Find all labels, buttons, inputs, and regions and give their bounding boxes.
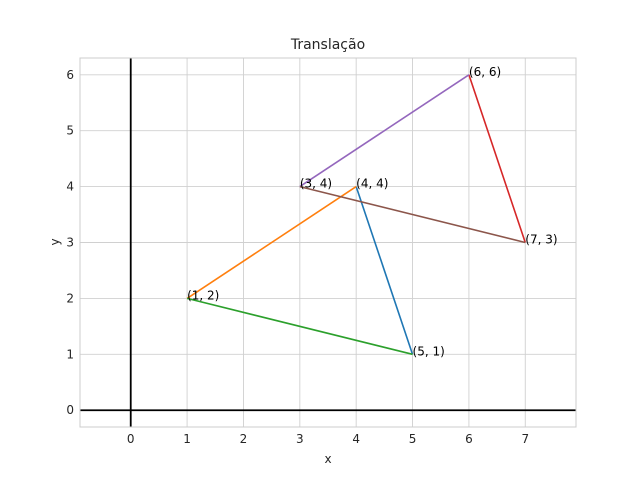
- point-label: (6, 6): [469, 65, 501, 79]
- y-tick-label: 5: [66, 124, 74, 138]
- zero-axes: [80, 58, 576, 427]
- series-line-1: [186, 185, 357, 300]
- y-axis-label: y: [48, 238, 62, 245]
- x-tick-label: 3: [296, 432, 304, 446]
- series-line-3: [468, 74, 527, 243]
- x-tick-label: 4: [352, 432, 360, 446]
- series-group: [186, 74, 527, 356]
- y-tick-label: 4: [66, 180, 74, 194]
- series-line-5: [299, 185, 526, 244]
- series-line-2: [186, 297, 413, 356]
- x-axis-label: x: [324, 452, 331, 466]
- y-tick-label: 3: [66, 236, 74, 250]
- x-tick-label: 0: [127, 432, 135, 446]
- point-labels: (4, 4) (5, 1) (1, 2) (6, 6) (7, 3) (3, 4): [187, 65, 557, 359]
- chart-title: Translação: [290, 37, 365, 53]
- y-tick-label: 6: [66, 68, 74, 82]
- series-line-0: [355, 186, 414, 355]
- x-tick-labels: 0 1 2 3 4 5 6 7: [127, 432, 529, 446]
- point-label: (3, 4): [300, 177, 332, 191]
- point-label: (7, 3): [525, 233, 557, 247]
- point-label: (5, 1): [413, 344, 445, 358]
- x-tick-label: 7: [521, 432, 529, 446]
- point-label: (4, 4): [356, 177, 388, 191]
- series-line-4: [299, 74, 470, 188]
- y-tick-label: 2: [66, 291, 74, 305]
- y-tick-label: 1: [66, 347, 74, 361]
- plot-frame: [79, 57, 577, 428]
- grid: [80, 58, 576, 427]
- point-label: (1, 2): [187, 288, 219, 302]
- y-tick-labels: 0 1 2 3 4 5 6: [66, 68, 74, 417]
- x-tick-label: 6: [465, 432, 473, 446]
- x-tick-label: 2: [240, 432, 248, 446]
- x-tick-label: 5: [409, 432, 417, 446]
- y-tick-label: 0: [66, 403, 74, 417]
- x-tick-label: 1: [183, 432, 191, 446]
